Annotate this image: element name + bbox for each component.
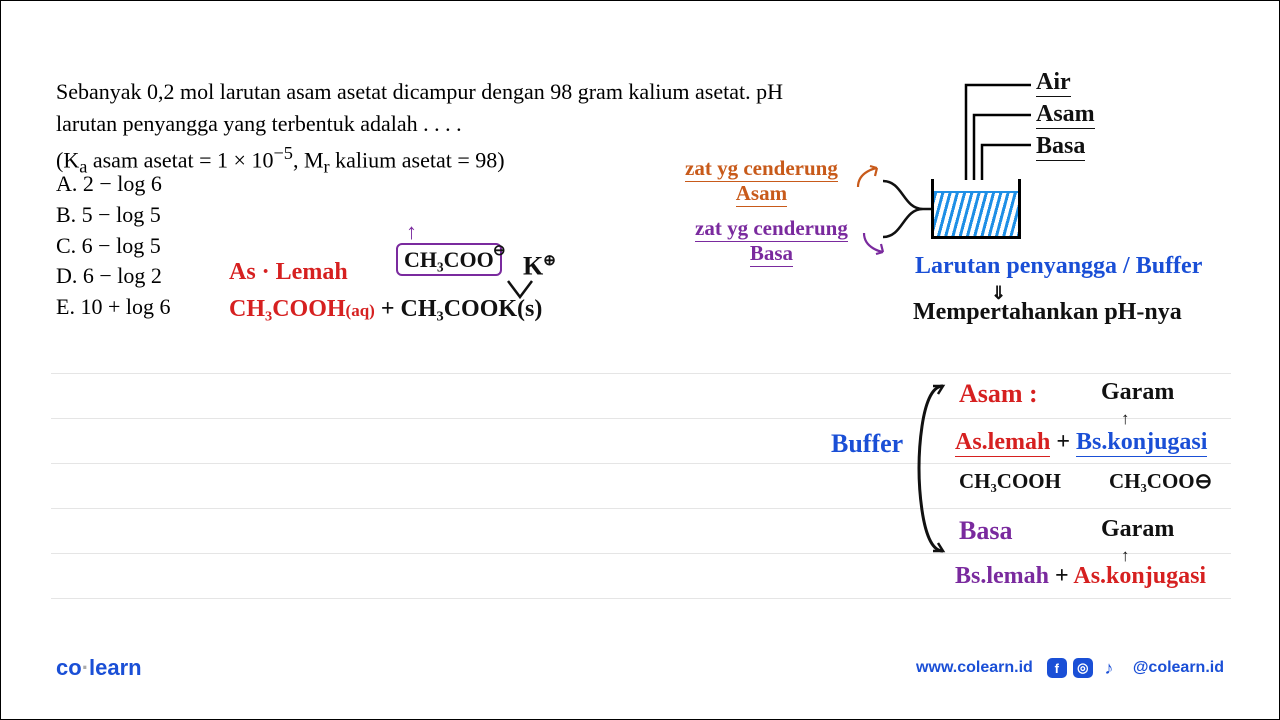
option-c: C. 6 − log 5 xyxy=(56,231,170,262)
hw-air: Air xyxy=(1036,69,1071,96)
hw-plus2: + xyxy=(1055,563,1073,589)
logo-dot: · xyxy=(82,655,89,680)
hw-as-lemah2: As.lemah xyxy=(955,429,1050,457)
facebook-icon: f xyxy=(1047,658,1067,678)
neg-charge-icon: ⊖ xyxy=(493,241,506,260)
hw-as-lemah: As · Lemah xyxy=(229,259,348,286)
arrow-curve-asam-icon xyxy=(855,163,885,196)
logo-learn: learn xyxy=(89,655,142,680)
hw-basa2: Basa xyxy=(959,516,1012,546)
arrow-curve-basa-icon xyxy=(861,229,891,262)
arrow-up-icon: ↑ xyxy=(406,219,417,245)
hw-bs-lemah: Bs.lemah xyxy=(955,563,1049,589)
arrow-up-garam1-icon: ↑ xyxy=(1121,409,1130,429)
hw-basa: Basa xyxy=(1036,133,1085,160)
option-e: E. 10 + log 6 xyxy=(56,292,170,323)
option-d: D. 6 − log 2 xyxy=(56,261,170,292)
hw-bs-konjugasi: Bs.konjugasi xyxy=(1076,429,1207,457)
beaker-icon xyxy=(931,179,1021,239)
option-b: B. 5 − log 5 xyxy=(56,200,170,231)
social-icons: f ◎ ♪ xyxy=(1047,658,1119,678)
hw-garam2: Garam xyxy=(1101,516,1174,543)
option-a: A. 2 − log 6 xyxy=(56,169,170,200)
logo-co: co xyxy=(56,655,82,680)
problem-line3-end: kalium asetat = 98) xyxy=(330,147,505,172)
hw-k: K xyxy=(523,252,543,281)
footer-handle: @colearn.id xyxy=(1133,659,1224,677)
hw-zat-asam: zat yg cenderung Asam xyxy=(685,156,838,206)
pos-charge-icon: ⊕ xyxy=(543,253,556,269)
hw-mempertahankan: Mempertahankan pH-nya xyxy=(913,299,1182,326)
hw-aq: (aq) xyxy=(346,301,375,320)
answer-options: A. 2 − log 6 B. 5 − log 5 C. 6 − log 5 D… xyxy=(56,169,170,323)
hw-ch3coo-neg: CH₃COO⊖ xyxy=(1109,469,1212,494)
tiktok-icon: ♪ xyxy=(1099,658,1119,678)
beaker-fill xyxy=(934,191,1018,236)
hw-ch3cooh2: CH₃COOH xyxy=(959,469,1061,494)
footer: co·learn www.colearn.id f ◎ ♪ @colearn.i… xyxy=(1,655,1279,681)
problem-line3-post: , M xyxy=(293,147,324,172)
big-bracket-icon xyxy=(911,376,951,566)
inlet-lines-icon xyxy=(896,75,1046,190)
hw-as-konjugasi: As.konjugasi xyxy=(1073,563,1206,589)
logo: co·learn xyxy=(56,655,142,681)
hw-garam1: Garam xyxy=(1101,379,1174,406)
hw-ch3cooh: CH₃COOH xyxy=(229,296,346,322)
instagram-icon: ◎ xyxy=(1073,658,1093,678)
problem-line1: Sebanyak 0,2 mol larutan asam asetat dic… xyxy=(56,79,783,104)
problem-line2: larutan penyangga yang terbentuk adalah … xyxy=(56,111,462,136)
hw-plus: + xyxy=(381,296,401,322)
hw-asam-colon: Asam : xyxy=(959,379,1038,409)
hw-buffer: Buffer xyxy=(831,429,903,459)
hw-larutan-penyangga: Larutan penyangga / Buffer xyxy=(915,253,1202,280)
footer-url: www.colearn.id xyxy=(916,659,1033,677)
hw-ch3cook: CH₃COOK(s) xyxy=(401,296,543,322)
hw-plus1: + xyxy=(1056,429,1076,455)
hw-asam: Asam xyxy=(1036,101,1095,128)
exp-sup: −5 xyxy=(273,143,293,163)
hw-ion-box: CH₃COO xyxy=(396,243,502,276)
hw-zat-basa: zat yg cenderung Basa xyxy=(695,216,848,266)
footer-right: www.colearn.id f ◎ ♪ @colearn.id xyxy=(916,658,1224,678)
